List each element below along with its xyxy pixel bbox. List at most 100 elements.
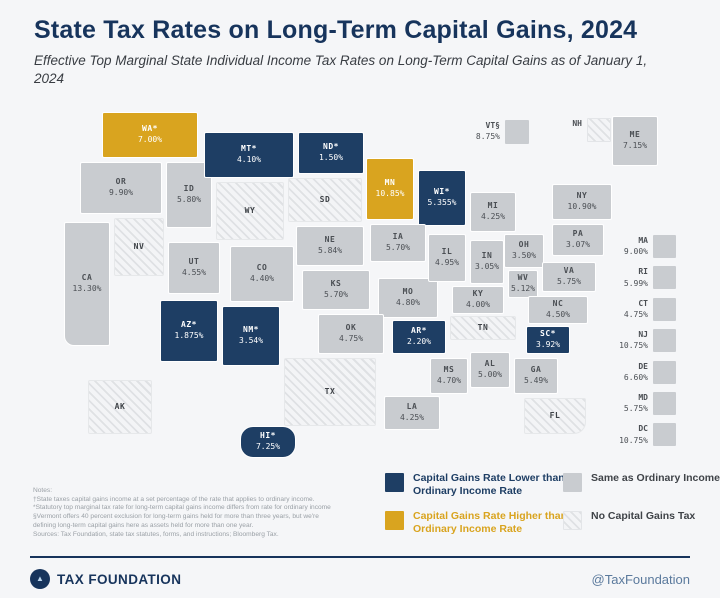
state-WA: WA* 7.00%: [102, 112, 198, 158]
state-rate-value: 2.20%: [406, 337, 432, 346]
state-code-label: MD 5.75%: [623, 393, 648, 414]
state-code-label: MT*: [241, 144, 257, 154]
state-rate-value: 5.75%: [556, 277, 582, 286]
state-MI: MI 4.25%: [470, 192, 516, 232]
state-swatch: [653, 297, 676, 321]
state-AR: AR* 2.20%: [392, 320, 446, 354]
state-rate-value: 5.49%: [523, 376, 549, 385]
state-swatch: [653, 423, 676, 447]
footer-divider: [30, 556, 690, 558]
state-code-label: MA 9.00%: [623, 236, 648, 257]
state-MT: MT* 4.10%: [204, 132, 294, 178]
state-swatch: [653, 266, 676, 290]
state-SC: SC* 3.92%: [526, 326, 570, 354]
state-rate-value: 5.70%: [385, 243, 411, 252]
state-code-label: AL: [484, 359, 496, 369]
legend-label-higher: Capital Gains Rate Higher than Ordinary …: [413, 510, 568, 536]
brand-name: TAX FOUNDATION: [57, 571, 182, 587]
state-rate-value: 1.875%: [174, 331, 204, 340]
state-code-label: AR*: [411, 326, 427, 336]
state-swatch: [587, 118, 611, 142]
state-rate-value: 3.05%: [474, 262, 500, 271]
state-MN: MN 10.85%: [366, 158, 414, 220]
state-swatch: [505, 120, 529, 144]
state-code-label: LA: [406, 402, 418, 412]
state-WI: WI* 5.355%: [418, 170, 466, 226]
state-TN: TN: [450, 316, 516, 340]
state-code-label: OK: [345, 323, 357, 333]
state-AZ: AZ* 1.875%: [160, 300, 218, 362]
state-rate-value: 9.90%: [108, 188, 134, 197]
state-AK: AK: [88, 380, 152, 434]
state-code-label: NE: [324, 235, 336, 245]
state-code-label: MS: [443, 365, 455, 375]
legend-item-none: No Capital Gains Tax: [563, 510, 720, 530]
legend-swatch-higher: [385, 511, 404, 530]
state-RI: RI 5.99%: [598, 266, 676, 290]
state-NC: NC 4.50%: [528, 296, 588, 324]
state-CA: CA 13.30%: [64, 222, 110, 346]
state-code-label: WA*: [142, 124, 158, 134]
state-CT: CT 4.75%: [598, 297, 676, 321]
state-code-label: NH: [572, 119, 582, 128]
legend-swatch-same: [563, 473, 582, 492]
state-ND: ND* 1.50%: [298, 132, 364, 174]
notes-block: Notes: †State taxes capital gains income…: [33, 487, 363, 539]
state-NY: NY 10.90%: [552, 184, 612, 220]
notes-line: §Vermont offers 40 percent exclusion for…: [33, 513, 319, 521]
state-MS: MS 4.70%: [430, 358, 468, 394]
state-DE: DE 6.60%: [598, 360, 676, 384]
state-code-label: IN: [481, 251, 493, 261]
state-code-label: VT§ 8.75%: [475, 121, 500, 142]
legend-item-same: Same as Ordinary Income Rate: [563, 472, 720, 492]
state-code-label: NJ 10.75%: [619, 330, 648, 351]
state-rate-value: 10.85%: [375, 189, 405, 198]
legend-swatch-none: [563, 511, 582, 530]
state-code-label: UT: [188, 257, 200, 267]
state-ME: ME 7.15%: [612, 116, 658, 166]
legend-label-same: Same as Ordinary Income Rate: [591, 472, 720, 484]
state-rate-value: 3.07%: [565, 240, 591, 249]
state-rate-value: 3.50%: [511, 251, 537, 260]
state-rate-value: 4.80%: [395, 298, 421, 307]
state-MO: MO 4.80%: [378, 278, 438, 318]
state-rate-value: 3.92%: [535, 340, 561, 349]
state-CO: CO 4.40%: [230, 246, 294, 302]
state-rate-value: 4.70%: [436, 376, 462, 385]
state-IA: IA 5.70%: [370, 224, 426, 262]
state-WV: WV 5.12%: [508, 270, 538, 298]
state-VA: VA 5.75%: [542, 262, 596, 292]
footer: ▲ TAX FOUNDATION @TaxFoundation: [30, 566, 690, 592]
state-code-label: DC 10.75%: [619, 424, 648, 445]
state-KY: KY 4.00%: [452, 286, 504, 314]
state-IN: IN 3.05%: [470, 240, 504, 284]
state-rate-value: 7.25%: [255, 442, 281, 451]
state-rate-value: 3.54%: [238, 336, 264, 345]
state-TX: TX: [284, 358, 376, 426]
state-code-label: SC*: [540, 329, 556, 339]
state-code-label: KS: [330, 279, 342, 289]
state-code-label: WI*: [434, 187, 450, 197]
state-rate-value: 4.00%: [465, 300, 491, 309]
state-rate-value: 5.12%: [510, 284, 536, 293]
state-code-label: ME: [629, 130, 641, 140]
state-UT: UT 4.55%: [168, 242, 220, 294]
state-rate-value: 4.50%: [545, 310, 571, 319]
state-NV: NV: [114, 218, 164, 276]
state-rate-value: 1.50%: [318, 153, 344, 162]
legend-label-lower: Capital Gains Rate Lower than Ordinary I…: [413, 472, 565, 498]
state-VT: VT§ 8.75%: [452, 120, 529, 144]
state-code-label: NM*: [243, 325, 259, 335]
state-code-label: CA: [81, 273, 93, 283]
state-code-label: OH: [518, 240, 530, 250]
state-swatch: [653, 360, 676, 384]
state-OR: OR 9.90%: [80, 162, 162, 214]
state-rate-value: 5.80%: [176, 195, 202, 204]
state-code-label: OR: [115, 177, 127, 187]
legend-item-higher: Capital Gains Rate Higher than Ordinary …: [385, 510, 571, 536]
state-code-label: NC: [552, 299, 564, 309]
state-code-label: NY: [576, 191, 588, 201]
notes-line: Sources: Tax Foundation, state tax statu…: [33, 530, 279, 538]
state-code-label: DE 6.60%: [623, 361, 648, 382]
